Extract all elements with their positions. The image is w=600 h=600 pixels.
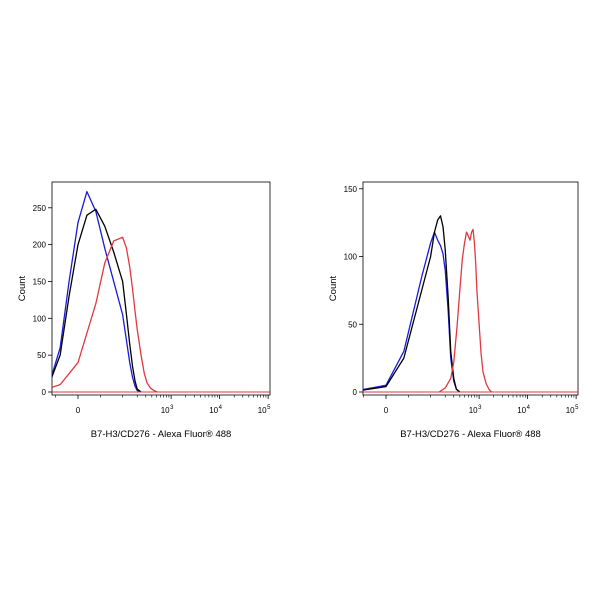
x-tick-label: 103 [161, 405, 174, 415]
y-tick-label: 150 [344, 185, 358, 194]
y-tick-label: 100 [344, 253, 358, 262]
histogram-series-2 [52, 208, 142, 393]
histogram-series-3 [52, 236, 158, 393]
y-tick-label: 250 [33, 204, 47, 213]
chart-panel-1: 0 50 100 150 200 250 0 103 104 105 B7-H3/CD276 - A… [17, 181, 271, 440]
y-tick-label: 50 [37, 351, 46, 360]
plot-frame [362, 181, 579, 396]
x-axis-title: B7-H3/CD276 - Alexa Fluor® 488 [91, 429, 232, 440]
chart-panel-2: 0 50 100 150 0 103 104 105 B7-H3/CD276 - Alexa F… [328, 181, 579, 440]
y-tick-label: 0 [353, 388, 358, 397]
x-tick-label: 103 [469, 405, 482, 415]
histogram-series-2 [363, 215, 461, 393]
y-tick-label: 50 [348, 320, 357, 329]
x-tick-label: 105 [258, 405, 271, 415]
x-tick-label: 104 [209, 405, 222, 415]
histogram-series-1 [52, 190, 142, 393]
x-tick-label: 105 [566, 405, 579, 415]
x-tick-label: 0 [76, 406, 81, 415]
y-axis-title: Count [328, 275, 339, 301]
histogram-series-1 [363, 231, 461, 393]
y-tick-label: 200 [33, 241, 47, 250]
x-tick-label: 0 [384, 406, 389, 415]
histogram-series-3 [438, 228, 492, 393]
x-axis-title: B7-H3/CD276 - Alexa Fluor® 488 [400, 429, 541, 440]
y-tick-label: 150 [33, 277, 47, 286]
x-tick-label: 104 [517, 405, 530, 415]
y-axis-title: Count [17, 275, 28, 301]
y-tick-label: 0 [42, 388, 47, 397]
plot-frame [51, 181, 271, 396]
y-tick-label: 100 [33, 314, 47, 323]
